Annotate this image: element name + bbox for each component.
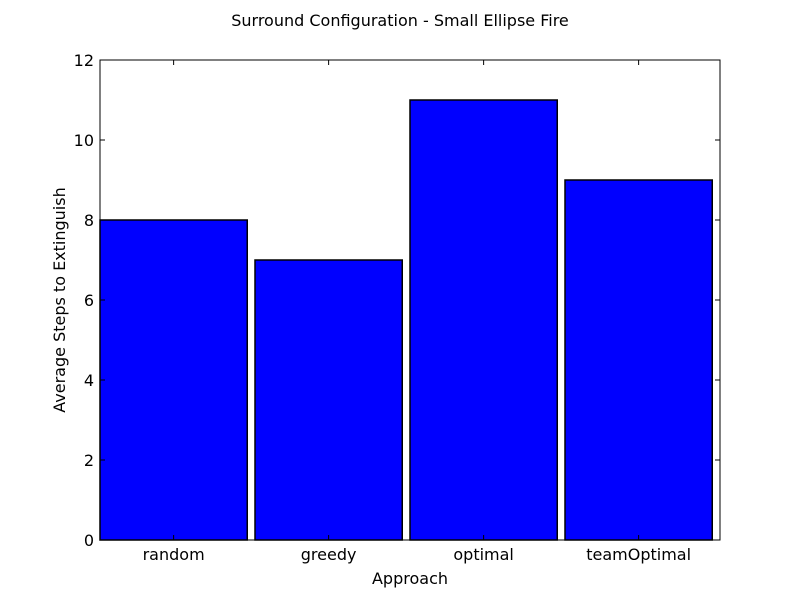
y-axis-label: Average Steps to Extinguish xyxy=(50,187,69,412)
bar-optimal xyxy=(410,100,557,540)
bar-teamOptimal xyxy=(565,180,712,540)
bar-random xyxy=(100,220,247,540)
y-tick-label: 0 xyxy=(84,531,94,550)
x-tick-label: optimal xyxy=(453,545,514,564)
x-tick-label: teamOptimal xyxy=(586,545,691,564)
y-tick-label: 8 xyxy=(84,211,94,230)
y-tick-label: 4 xyxy=(84,371,94,390)
y-tick-label: 12 xyxy=(74,51,94,70)
bar-greedy xyxy=(255,260,402,540)
chart-title: Surround Configuration - Small Ellipse F… xyxy=(231,11,569,30)
x-tick-label: greedy xyxy=(301,545,357,564)
x-axis-label: Approach xyxy=(372,569,448,588)
y-tick-label: 2 xyxy=(84,451,94,470)
x-tick-label: random xyxy=(143,545,205,564)
bars-group xyxy=(100,100,712,540)
y-tick-label: 6 xyxy=(84,291,94,310)
y-tick-label: 10 xyxy=(74,131,94,150)
